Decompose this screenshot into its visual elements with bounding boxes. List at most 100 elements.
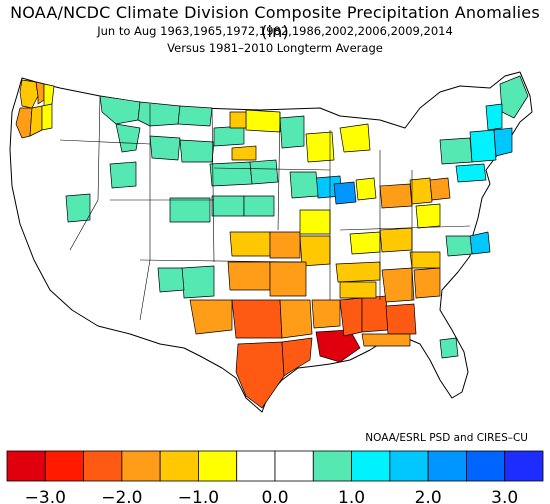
region-ny-east (469, 129, 497, 163)
region-sd-east (231, 145, 257, 161)
region-ky-east (379, 227, 413, 253)
boundary-line (69, 95, 101, 251)
region-ky-west (349, 231, 381, 255)
colorbar-cell (83, 450, 123, 482)
region-fl-central (439, 337, 459, 359)
boundary-line (339, 225, 471, 231)
region-mt-east (177, 105, 213, 127)
colorbar-tick-label: 3.0 (491, 488, 518, 504)
region-ia-west (289, 171, 319, 199)
region-mt-central (137, 101, 181, 127)
region-pa-west (409, 177, 433, 205)
region-ga-south (385, 303, 417, 335)
colorbar-cell (121, 450, 161, 482)
region-nm-central (157, 267, 185, 293)
colorbar-tick-label: −2.0 (101, 488, 142, 504)
colorbar-cell (427, 450, 467, 482)
region-pa-central (429, 177, 451, 201)
region-mt-west (99, 95, 141, 125)
region-il-north (333, 181, 357, 205)
region-ms (339, 297, 363, 337)
region-tx-north (269, 261, 307, 297)
credit-label: NOAA/ESRL PSD and CIRES–CU (365, 432, 528, 444)
colorbar-tick-label: 1.0 (338, 488, 365, 504)
boundary-line (277, 111, 281, 231)
colorbar-cell (504, 450, 544, 482)
region-ne-central (209, 161, 253, 187)
region-nd-central (229, 111, 247, 129)
region-nh-vt (485, 103, 503, 131)
region-tx-east (279, 299, 313, 339)
climate-divisions (9, 71, 533, 413)
region-ne-east (249, 159, 279, 185)
boundary-line (59, 139, 151, 145)
boundary-line (211, 107, 215, 263)
baseline-subtitle: Versus 1981–2010 Longterm Average (167, 41, 383, 55)
region-ks-west (211, 195, 245, 217)
region-fl-panhandle (361, 333, 411, 347)
region-nm-east (181, 265, 215, 299)
region-ne-coast (493, 127, 513, 157)
colorbar-tick-label: −1.0 (178, 488, 219, 504)
region-sd-central (213, 125, 245, 147)
region-tx-central (231, 299, 283, 339)
colorbar-tick-label: −3.0 (25, 488, 66, 504)
colorbar-cell (44, 450, 84, 482)
region-tx-panhandle (227, 261, 271, 291)
colorbar-tick-label: 0.0 (261, 488, 288, 504)
region-wv (415, 203, 441, 229)
region-la-north (311, 299, 341, 329)
colorbar-cell (312, 450, 352, 482)
region-ut-east (109, 161, 137, 189)
us-climate-division-map (9, 71, 533, 413)
region-nd-east (245, 109, 281, 133)
colorbar-cell (198, 450, 238, 482)
region-nv-north (65, 193, 91, 223)
region-wa-puget (35, 81, 45, 105)
region-ne-north (179, 139, 215, 163)
region-oh (379, 183, 413, 209)
region-or-coast (15, 107, 33, 139)
region-in-north (355, 177, 377, 201)
colorbar-cell (159, 450, 199, 482)
region-ok-central (229, 231, 271, 257)
colorbar-cells (6, 450, 544, 482)
colorbar-tick-labels: −3.0 −2.0 −1.0 0.0 1.0 2.0 3.0 (25, 488, 519, 504)
colorbar-tick-label: 2.0 (415, 488, 442, 504)
region-tx-west (189, 299, 233, 335)
color-scale-bar: −3.0 −2.0 −1.0 0.0 1.0 2.0 3.0 (6, 450, 544, 504)
region-tx-south (235, 341, 285, 409)
region-co-se (169, 197, 211, 223)
period-subtitle: Jun to Aug 1963,1965,1972,1982,1986,2002… (97, 24, 453, 38)
region-al (361, 295, 389, 333)
colorbar-cell (389, 450, 429, 482)
region-ny-south (455, 163, 487, 183)
region-wy-north (149, 135, 181, 161)
region-ny-north (439, 137, 473, 165)
state-boundaries (59, 95, 471, 321)
region-wi-central (305, 131, 335, 163)
region-or-cascade (41, 103, 53, 131)
region-va-coast (469, 231, 491, 255)
region-nc-west (409, 251, 441, 269)
region-tn (335, 261, 381, 283)
colorbar-cell (351, 450, 391, 482)
region-ks-central (243, 195, 275, 217)
region-mo-south (299, 209, 331, 235)
region-va-central (445, 235, 473, 257)
boundary-line (139, 259, 301, 263)
colorbar-cell (236, 450, 276, 482)
map-title: NOAA/NCDC Climate Division Composite Pre… (10, 3, 540, 41)
region-mi-north (339, 123, 371, 153)
boundary-line (213, 167, 331, 171)
region-tx-coast (281, 337, 313, 377)
region-ar (299, 235, 331, 267)
region-ok-east (269, 231, 301, 259)
colorbar-cell (466, 450, 506, 482)
region-sc (413, 267, 441, 299)
region-mn-central (279, 115, 305, 149)
colorbar-cell (6, 450, 46, 482)
colorbar-cell (274, 450, 314, 482)
region-al-north (339, 281, 377, 299)
region-ga-north (381, 267, 415, 303)
